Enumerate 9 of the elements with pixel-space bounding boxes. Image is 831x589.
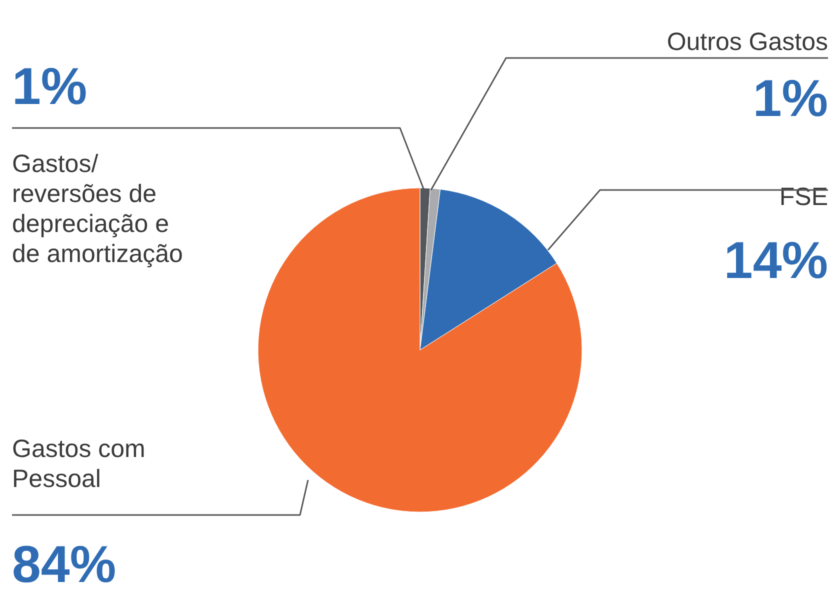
data-label: 1%	[752, 70, 828, 128]
data-label: 1%	[12, 58, 88, 116]
pie-slice	[258, 188, 582, 512]
slice-label: Gastos/ reversões de depreciação e de amortização	[12, 150, 183, 268]
data-label: 14%	[724, 232, 828, 290]
slice-label: FSE	[779, 183, 828, 211]
slice-label: Gastos com Pessoal	[12, 435, 146, 493]
slice-label: Outros Gastos	[666, 28, 828, 56]
data-label: 84%	[12, 536, 116, 589]
